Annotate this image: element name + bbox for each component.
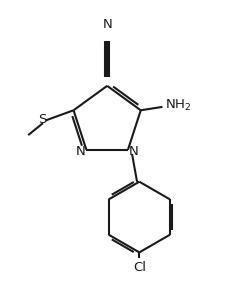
Text: N: N: [102, 18, 111, 31]
Text: S: S: [38, 113, 46, 126]
Text: NH$_2$: NH$_2$: [164, 98, 190, 113]
Text: N: N: [128, 145, 138, 158]
Text: Cl: Cl: [132, 262, 145, 274]
Text: N: N: [76, 145, 85, 158]
